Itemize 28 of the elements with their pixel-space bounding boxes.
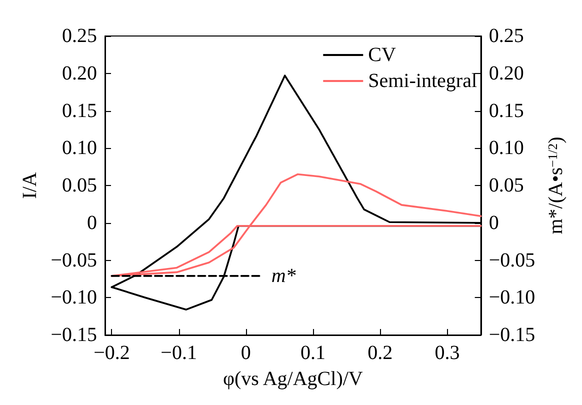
y-tick-label: 0.20 — [62, 62, 97, 84]
x-tick-label: 0.2 — [368, 342, 393, 364]
y2-tick-label: 0.25 — [488, 25, 524, 47]
y2-tick-label: −0.15 — [488, 324, 536, 346]
y-tick-label: 0.15 — [62, 100, 97, 122]
y-tick-label: 0 — [87, 212, 97, 234]
y2-tick-label: 0.10 — [488, 137, 524, 160]
x-tick-label: 0.3 — [434, 342, 460, 364]
y2-tick-label: 0.05 — [488, 174, 524, 196]
x-axis-title: φ(vs Ag/AgCl)/V — [222, 368, 364, 390]
y2-axis-title: m*/(A•s−1/2) — [545, 136, 567, 234]
x-tick-label: 0 — [240, 342, 251, 364]
y-tick-label: −0.10 — [50, 286, 97, 309]
y-tick-label: 0.05 — [62, 174, 97, 196]
y2-tick-label: 0.20 — [488, 62, 524, 84]
y2-tick-label: 0.15 — [488, 100, 524, 122]
y-tick-label: 0.10 — [62, 137, 97, 160]
y2-tick-label: 0 — [488, 212, 499, 234]
legend-label: Semi-integral — [368, 70, 478, 92]
series-label: m* — [271, 264, 296, 287]
legend-label: CV — [368, 44, 396, 66]
y2-tick-label: −0.10 — [488, 286, 536, 309]
y-tick-label: −0.05 — [50, 249, 97, 272]
x-tick-label: 0.1 — [300, 342, 326, 364]
y2-tick-label: −0.05 — [488, 249, 536, 272]
x-tick-label: −0.1 — [160, 342, 197, 364]
y-axis-title: I/A — [18, 172, 41, 199]
y-tick-label: 0.25 — [62, 25, 97, 47]
